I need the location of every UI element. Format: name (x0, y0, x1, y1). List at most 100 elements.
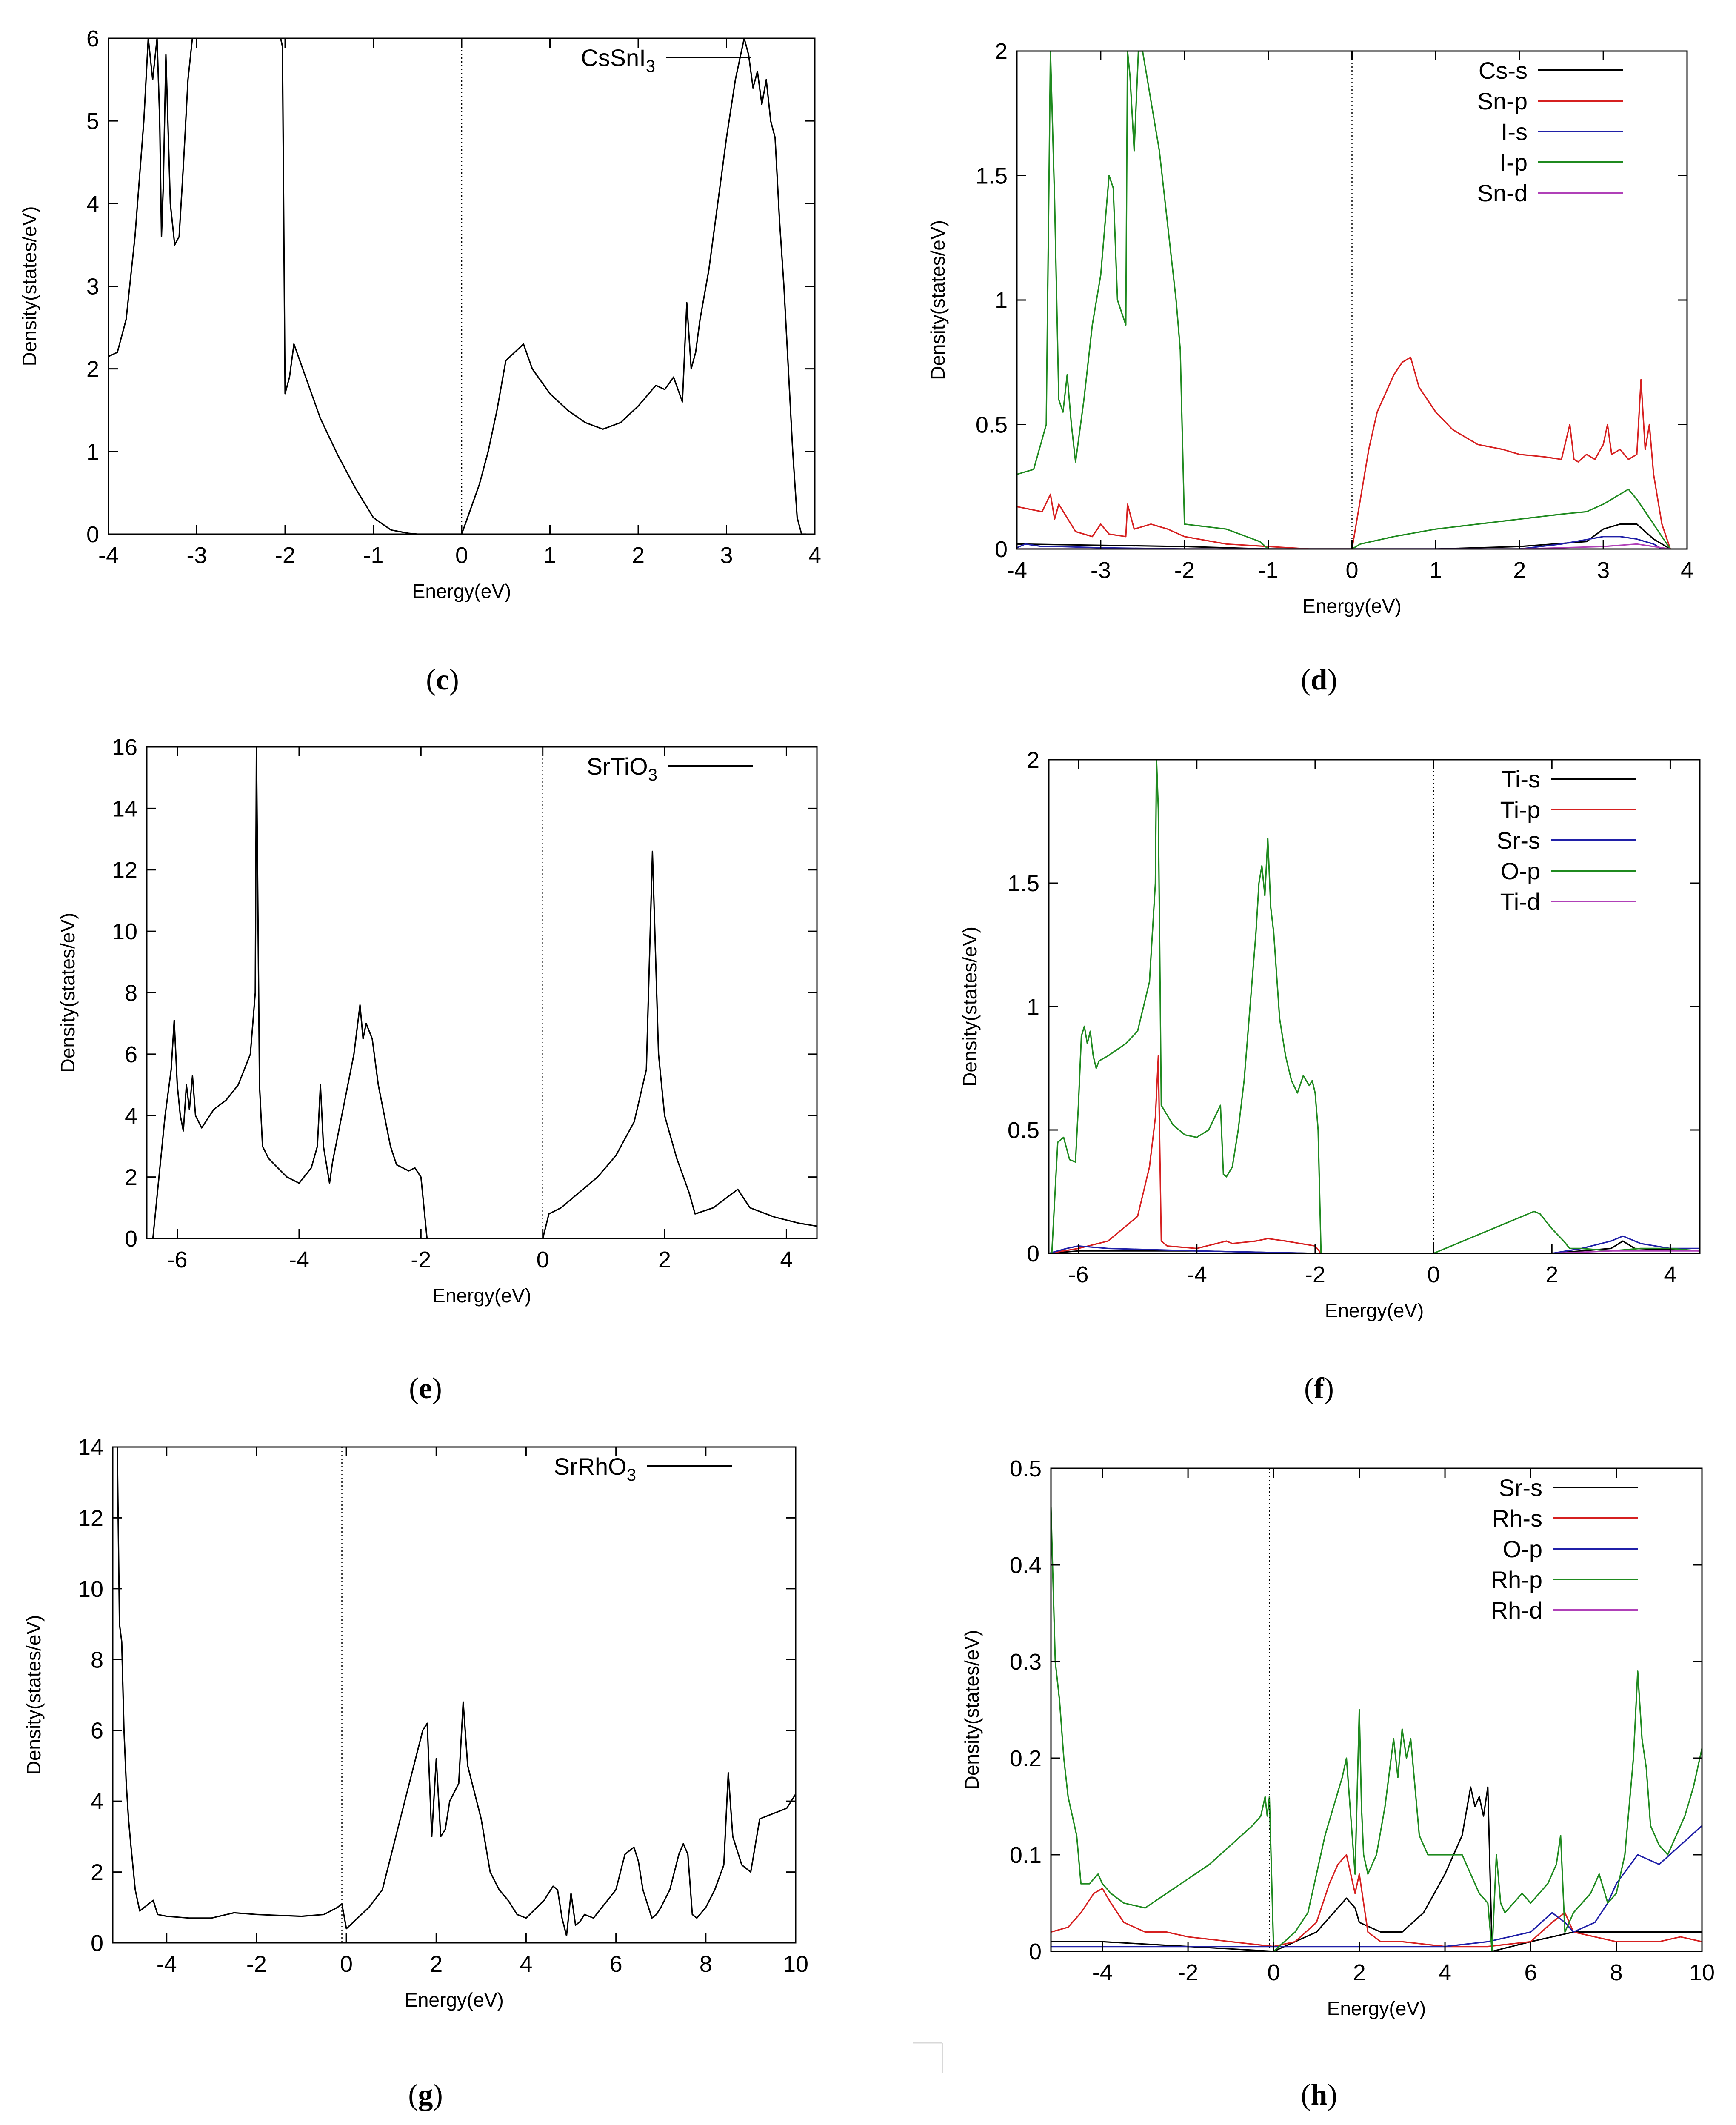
x-tick-label: 6 (1524, 1960, 1537, 1985)
x-tick-label: 1 (1429, 558, 1442, 583)
y-tick-label: 0 (86, 522, 99, 547)
legend-label-text: Rh-p (1491, 1566, 1542, 1593)
caption-letter: h (1311, 2079, 1328, 2111)
legend-label: Sr-s (1499, 1474, 1542, 1501)
y-tick-label: 2 (1027, 747, 1039, 773)
y-tick-label: 6 (125, 1042, 137, 1067)
x-tick-label: -2 (411, 1247, 431, 1273)
caption-letter: c (436, 664, 449, 696)
x-tick-label: 0 (1267, 1960, 1280, 1985)
legend-label: Rh-d (1491, 1597, 1542, 1624)
caption-letter: g (418, 2079, 433, 2111)
y-axis-label: Density(states/eV) (927, 220, 949, 380)
panel-e: -6 -4 -2 0 2 4 0 2 4 6 8 10 12 14 16 Energy(eV) Density(… (57, 735, 818, 1405)
caption-letter: e (419, 1372, 432, 1405)
series-line-cs-s (1017, 523, 1671, 549)
x-tick-label: 4 (780, 1247, 793, 1273)
y-tick-label: 0.5 (1010, 1456, 1042, 1481)
series-group (1017, 51, 1671, 549)
y-tick-label: 4 (125, 1103, 137, 1129)
legend-label: I-s (1501, 118, 1528, 145)
y-tick-label: 8 (125, 981, 137, 1006)
legend-label: Sr-s (1496, 827, 1540, 854)
panel-h: -4 -2 0 2 4 6 8 10 0 0.1 0.2 0.3 0.4 0.5 Energy(eV) Den… (961, 1456, 1715, 2111)
legend-label-text: Ti-s (1502, 766, 1540, 792)
x-tick-label: 2 (658, 1247, 671, 1273)
legend: Sr-s Rh-s O-p Rh-p Rh-d (1491, 1474, 1638, 1624)
x-tick-label: -4 (1187, 1262, 1207, 1287)
series-line-srtio (152, 747, 817, 1238)
plot-frame (112, 1446, 797, 1944)
legend-label: Sn-d (1477, 180, 1528, 206)
legend-label-text: O-p (1501, 858, 1540, 884)
x-tick-label: 10 (783, 1951, 808, 1977)
legend-label-text: Cs-s (1479, 57, 1528, 84)
legend-label-text: Sr-s (1496, 827, 1540, 854)
y-tick-label: 2 (86, 357, 99, 382)
series-group (1051, 1507, 1702, 1951)
x-tick-label: 4 (1664, 1262, 1676, 1287)
x-tick-label: -4 (1007, 558, 1027, 583)
y-tick-label: 1 (995, 288, 1008, 313)
y-tick-label: 14 (112, 796, 137, 821)
legend-label-text: Rh-d (1491, 1597, 1542, 1624)
y-tick-label: 0.5 (976, 412, 1008, 438)
panel-caption: (e) (409, 1372, 442, 1405)
y-tick-label: 4 (86, 191, 99, 217)
series-group (117, 1447, 796, 1936)
caption-close-paren: ) (1324, 1372, 1334, 1405)
x-tick-label: 2 (1513, 558, 1526, 583)
legend-label: SrRhO3 (554, 1453, 636, 1484)
legend-label: I-p (1500, 149, 1528, 176)
y-tick-label: 1.5 (1008, 871, 1039, 896)
x-axis-label: Energy(eV) (1325, 1299, 1424, 1321)
y-tick-label: 3 (86, 274, 99, 300)
panel-caption: (f) (1304, 1372, 1334, 1405)
x-tick-label: 8 (700, 1951, 712, 1977)
x-tick-label: 6 (610, 1951, 622, 1977)
y-tick-label: 8 (91, 1647, 103, 1673)
x-tick-label: 0 (1345, 558, 1358, 583)
y-tick-label: 6 (91, 1718, 103, 1744)
series-line-o-p (1051, 760, 1700, 1253)
x-tick-label: 0 (340, 1951, 353, 1977)
panel-d: -4 -3 -2 -1 0 1 2 3 4 0 0.5 1 1.5 2 Energy(eV) Density(… (927, 39, 1693, 696)
series-group (108, 38, 806, 534)
legend: Cs-s Sn-p I-s I-p Sn-d (1477, 57, 1623, 206)
legend-label-text: O-p (1503, 1536, 1542, 1562)
caption-close-paren: ) (432, 1372, 442, 1405)
legend: SrRhO3 (554, 1453, 732, 1484)
x-tick-label: 2 (1545, 1262, 1558, 1287)
y-tick-label: 0 (1029, 1939, 1042, 1965)
legend: SrTiO3 (587, 753, 753, 784)
x-tick-label: 4 (1681, 558, 1693, 583)
panel-f: -6 -4 -2 0 2 4 0 0.5 1 1.5 2 Energy(eV) Density(stat… (959, 747, 1701, 1405)
x-axis-label: Energy(eV) (1302, 595, 1402, 617)
caption-open-paren: ( (426, 664, 436, 696)
y-tick-label: 0.2 (1010, 1746, 1042, 1771)
y-tick-label: 10 (112, 919, 137, 944)
series-line-i-p (1017, 51, 1671, 549)
legend: Ti-s Ti-p Sr-s O-p Ti-d (1496, 766, 1636, 915)
legend-label: Ti-p (1500, 796, 1540, 823)
x-tick-label: -2 (246, 1951, 267, 1977)
x-tick-label: -4 (157, 1951, 177, 1977)
x-tick-label: 2 (1353, 1960, 1366, 1985)
caption-letter: d (1311, 664, 1328, 696)
series-line-rh-p (1051, 1507, 1702, 1951)
panel-c: -4 -3 -2 -1 0 1 2 3 4 0 1 2 3 4 5 6 Energy(eV) Density(st… (18, 26, 821, 696)
legend-label-subscript: 3 (648, 766, 657, 784)
y-tick-label: 2 (995, 39, 1008, 64)
legend-label-text: Sn-d (1477, 180, 1528, 206)
y-tick-label: 5 (86, 109, 99, 134)
series-line-sn-p (1017, 356, 1671, 549)
x-axis-label: Energy(eV) (432, 1284, 531, 1307)
x-tick-label: -4 (98, 543, 119, 568)
x-tick-label: 4 (520, 1951, 532, 1977)
y-tick-label: 12 (112, 858, 137, 883)
y-tick-label: 6 (86, 26, 99, 51)
caption-close-paren: ) (449, 664, 459, 696)
legend-label-text: CsSnI (581, 44, 646, 71)
